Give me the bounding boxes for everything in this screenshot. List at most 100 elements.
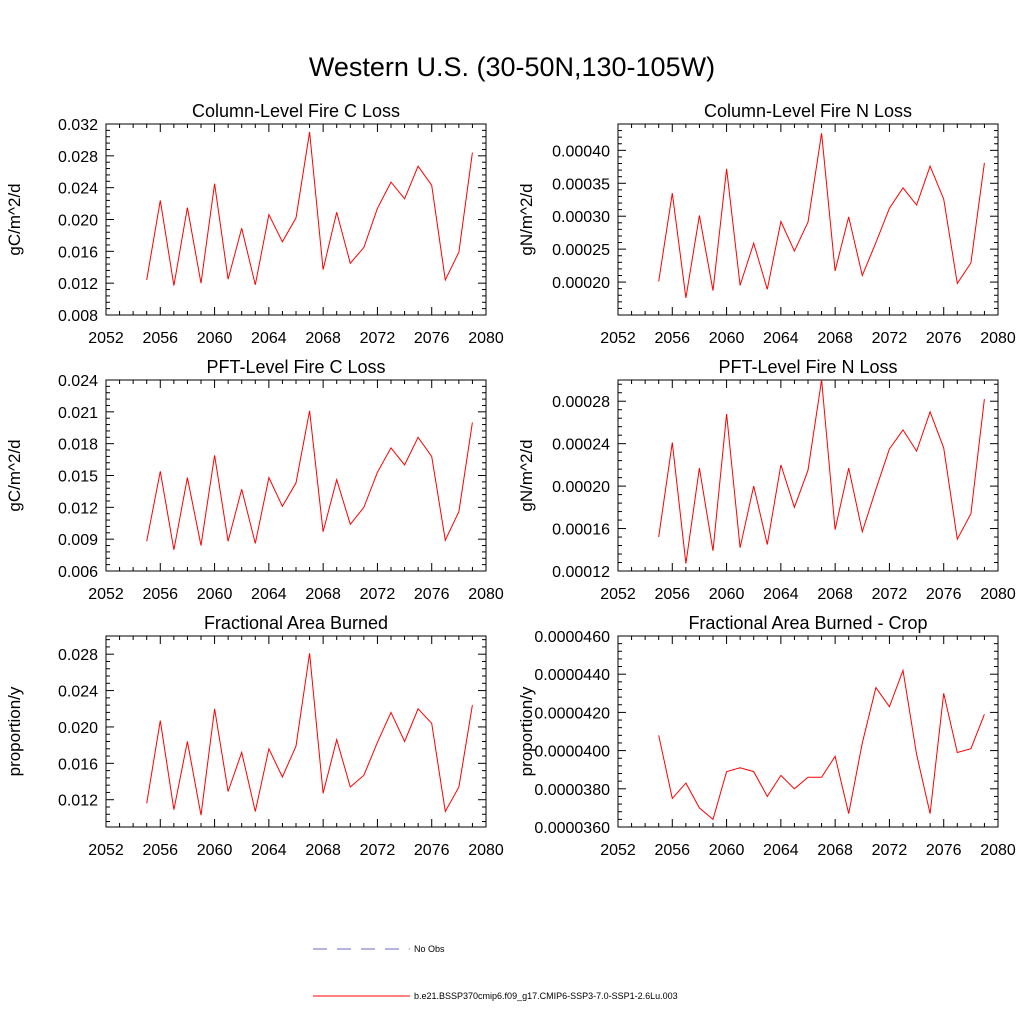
x-tick-label: 2064 [763,330,799,347]
chart-panel-5: Fractional Area Burned proportion/y 2052 20… [5,613,504,859]
x-tick-label: 2052 [600,586,636,603]
y-tick-label: 0.028 [58,647,98,664]
x-tick-label: 2064 [763,586,799,603]
y-axis-label: proportion/y [517,686,536,776]
figure-title: Western U.S. (30-50N,130-105W) [309,52,715,82]
y-tick-label: 0.020 [58,720,98,737]
y-tick-label: 0.00020 [552,275,610,292]
y-tick-label: 0.024 [58,373,98,390]
y-tick-label: 0.00024 [552,437,610,454]
y-tick-label: 0.012 [58,793,98,810]
x-tick-label: 2076 [414,330,450,347]
y-tick-label: 0.0000460 [534,629,610,646]
y-axis-label: gN/m^2/d [517,183,536,255]
legend-label-model-run: b.e21.BSSP370cmip6.f09_g17.CMIP6-SSP3-7.… [414,991,678,1001]
y-tick-label: 0.009 [58,532,98,549]
y-tick-label: 0.018 [58,437,98,454]
plot-frame [105,379,487,572]
legend: No Obs b.e21.BSSP370cmip6.f09_g17.CMIP6-… [313,944,678,1001]
x-tick-label: 2064 [251,330,287,347]
x-tick-label: 2072 [872,842,908,859]
x-tick-label: 2080 [468,330,504,347]
x-tick-label: 2056 [654,330,690,347]
y-tick-label: 0.00025 [552,242,610,259]
panel-title: PFT-Level Fire C Loss [206,357,385,377]
x-tick-label: 2080 [980,842,1016,859]
x-tick-label: 2056 [142,586,178,603]
x-tick-label: 2060 [197,842,233,859]
y-tick-label: 0.016 [58,756,98,773]
y-tick-label: 0.024 [58,181,98,198]
x-tick-label: 2080 [980,330,1016,347]
y-tick-label: 0.032 [58,117,98,134]
x-tick-label: 2076 [414,586,450,603]
x-tick-label: 2072 [872,586,908,603]
x-tick-label: 2064 [763,842,799,859]
x-tick-label: 2072 [360,330,396,347]
x-tick-label: 2064 [251,586,287,603]
x-tick-label: 2052 [600,842,636,859]
panel-title: PFT-Level Fire N Loss [718,357,897,377]
panel-title: Fractional Area Burned [204,613,388,633]
x-tick-label: 2076 [414,842,450,859]
y-tick-label: 0.016 [58,244,98,261]
series-line [658,379,985,564]
series-line [146,653,473,816]
x-tick-label: 2060 [709,842,745,859]
panel-title: Fractional Area Burned - Crop [688,613,927,633]
y-tick-label: 0.00030 [552,209,610,226]
plot-frame [617,379,999,572]
x-tick-label: 2052 [600,330,636,347]
y-tick-label: 0.020 [58,213,98,230]
series-line [658,668,985,821]
x-tick-label: 2052 [88,842,124,859]
y-tick-label: 0.012 [58,276,98,293]
x-tick-label: 2080 [468,842,504,859]
x-tick-label: 2072 [360,842,396,859]
x-tick-label: 2056 [142,330,178,347]
y-tick-label: 0.00040 [552,143,610,160]
series-line [146,410,473,550]
x-tick-label: 2052 [88,586,124,603]
y-tick-label: 0.0000440 [534,667,610,684]
series-line [146,131,473,286]
x-tick-label: 2080 [980,586,1016,603]
y-tick-label: 0.0000400 [534,744,610,761]
y-axis-label: gN/m^2/d [517,439,536,511]
panel-title: Column-Level Fire C Loss [192,101,400,121]
x-tick-label: 2080 [468,586,504,603]
y-tick-label: 0.00035 [552,176,610,193]
y-tick-label: 0.028 [58,149,98,166]
y-tick-label: 0.00028 [552,394,610,411]
plot-frame [617,635,999,828]
y-axis-label: gC/m^2/d [5,439,24,511]
x-tick-label: 2056 [654,586,690,603]
y-tick-label: 0.0000420 [534,705,610,722]
y-tick-label: 0.008 [58,308,98,325]
y-tick-label: 0.0000360 [534,820,610,837]
plot-frame [105,635,487,828]
y-tick-label: 0.021 [58,405,98,422]
x-tick-label: 2076 [926,330,962,347]
chart-panel-6: Fractional Area Burned - Crop proportion/… [517,613,1016,859]
y-tick-label: 0.00012 [552,564,610,581]
panel-title: Column-Level Fire N Loss [704,101,912,121]
x-tick-label: 2060 [197,586,233,603]
x-tick-label: 2076 [926,842,962,859]
x-tick-label: 2068 [305,842,341,859]
x-tick-label: 2060 [709,330,745,347]
y-tick-label: 0.015 [58,469,98,486]
chart-panel-3: PFT-Level Fire C Loss gC/m^2/d 2052 2056 206… [5,357,504,603]
chart-panel-2: Column-Level Fire N Loss gN/m^2/d 2052 2056… [517,101,1016,347]
y-axis-label: gC/m^2/d [5,183,24,255]
y-tick-label: 0.00016 [552,522,610,539]
y-tick-label: 0.024 [58,684,98,701]
x-tick-label: 2068 [817,842,853,859]
x-tick-label: 2056 [142,842,178,859]
x-tick-label: 2060 [197,330,233,347]
x-tick-label: 2060 [709,586,745,603]
x-tick-label: 2068 [305,586,341,603]
x-tick-label: 2068 [817,586,853,603]
y-axis-label: proportion/y [5,686,24,776]
